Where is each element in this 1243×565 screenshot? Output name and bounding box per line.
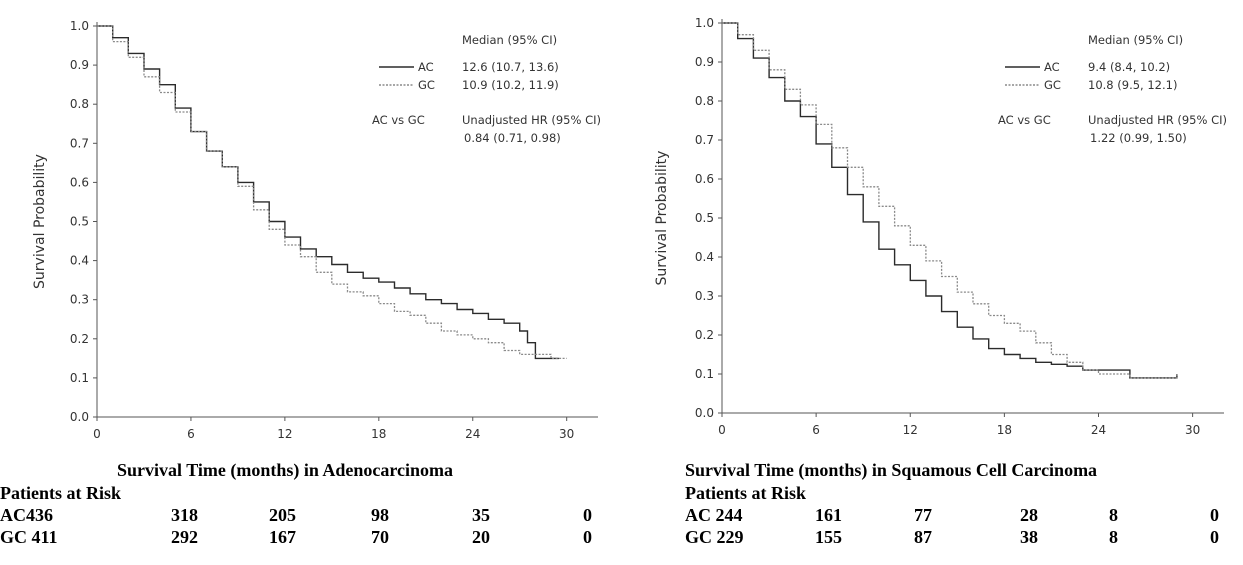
legend-label: GC <box>418 78 435 92</box>
legend-header: Median (95% CI) <box>462 33 557 47</box>
risk-row-gc: GC 411 292 167 70 20 0 <box>0 527 621 549</box>
risk-cell: 161 <box>815 505 842 525</box>
legend-hr-header: Unadjusted HR (95% CI) <box>1088 113 1227 127</box>
y-tick-label: 0.0 <box>695 406 714 420</box>
adenocarcinoma-km-chart: 0.0 0.1 0.2 0.3 0.4 0.5 0.6 0.7 0.8 0.9 1.0 0 6 12 18 2… <box>32 19 601 441</box>
legend-median-value: 12.6 (10.7, 13.6) <box>462 60 559 74</box>
squamous-panel: 0.0 0.1 0.2 0.3 0.4 0.5 0.6 0.7 0.8 0.9 1.0 0 6 12 18 2… <box>622 0 1243 565</box>
x-tick-label: 30 <box>1185 423 1200 437</box>
legend-label: AC <box>1044 60 1060 74</box>
risk-row-gc: GC 229 155 87 38 8 0 <box>622 527 1243 549</box>
legend-median-value: 10.8 (9.5, 12.1) <box>1088 78 1177 92</box>
y-tick-label: 0.5 <box>70 215 89 229</box>
x-tick-label: 0 <box>93 427 101 441</box>
legend-comparison-label: AC vs GC <box>372 113 425 127</box>
y-tick-label: 0.9 <box>70 58 89 72</box>
y-tick-label: 0.2 <box>695 328 714 342</box>
risk-cell: 87 <box>914 527 932 547</box>
legend-comparison-label: AC vs GC <box>998 113 1051 127</box>
squamous-x-axis-label: Survival Time (months) in Squamous Cell … <box>685 460 1098 480</box>
risk-cell: 0 <box>583 527 592 547</box>
risk-cell: 292 <box>171 527 198 547</box>
x-tick-label: 30 <box>559 427 574 441</box>
risk-cell: 205 <box>269 505 296 525</box>
legend-hr-value: 1.22 (0.99, 1.50) <box>1090 131 1187 145</box>
y-tick-label: 0.5 <box>695 211 714 225</box>
legend-label: GC <box>1044 78 1061 92</box>
x-tick-label: 12 <box>903 423 918 437</box>
x-tick-label: 18 <box>997 423 1012 437</box>
risk-table-title: Patients at Risk <box>0 483 121 503</box>
y-axis-label: Survival Probability <box>32 154 48 289</box>
y-tick-label: 0.9 <box>695 55 714 69</box>
km-curve-gc <box>97 25 567 360</box>
risk-cell: 38 <box>1020 527 1038 547</box>
x-tick-label: 6 <box>812 423 820 437</box>
y-tick-label: 1.0 <box>695 16 714 30</box>
legend-median-value: 10.9 (10.2, 11.9) <box>462 78 559 92</box>
risk-cell: 318 <box>171 505 198 525</box>
risk-row-label: AC436 <box>0 505 53 525</box>
y-tick-label: 0.7 <box>695 133 714 147</box>
y-axis-label: Survival Probability <box>654 151 670 286</box>
risk-cell: 20 <box>472 527 490 547</box>
risk-cell: 35 <box>472 505 490 525</box>
adenocarcinoma-x-axis-label: Survival Time (months) in Adenocarcinoma <box>117 460 454 480</box>
risk-cell: 167 <box>269 527 296 547</box>
risk-cell: 0 <box>1210 505 1219 525</box>
risk-cell: 8 <box>1109 505 1118 525</box>
y-tick-label: 1.0 <box>70 19 89 33</box>
y-tick-label: 0.3 <box>695 289 714 303</box>
y-tick-label: 0.4 <box>695 250 714 264</box>
legend-median-value: 9.4 (8.4, 10.2) <box>1088 60 1170 74</box>
risk-row-label: GC 229 <box>685 527 744 547</box>
km-curve-ac <box>722 22 1178 379</box>
x-tick-label: 6 <box>187 427 195 441</box>
y-tick-label: 0.8 <box>695 94 714 108</box>
risk-table-title: Patients at Risk <box>685 483 806 503</box>
x-tick-label: 18 <box>371 427 386 441</box>
risk-cell: 28 <box>1020 505 1038 525</box>
km-curve-gc <box>722 22 1178 379</box>
risk-cell: 77 <box>914 505 932 525</box>
x-tick-label: 12 <box>277 427 292 441</box>
y-tick-label: 0.6 <box>695 172 714 186</box>
risk-row-label: AC 244 <box>685 505 743 525</box>
y-tick-label: 0.7 <box>70 136 89 150</box>
risk-row-ac: AC436 318 205 98 35 0 <box>0 505 621 527</box>
legend-hr-value: 0.84 (0.71, 0.98) <box>464 131 561 145</box>
risk-cell: 70 <box>371 527 389 547</box>
y-tick-label: 0.8 <box>70 97 89 111</box>
adenocarcinoma-panel: 0.0 0.1 0.2 0.3 0.4 0.5 0.6 0.7 0.8 0.9 1.0 0 6 12 18 2… <box>0 0 621 565</box>
y-tick-label: 0.6 <box>70 175 89 189</box>
km-curve-ac <box>97 25 559 360</box>
risk-cell: 0 <box>583 505 592 525</box>
risk-cell: 155 <box>815 527 842 547</box>
x-tick-label: 0 <box>718 423 726 437</box>
risk-row-label: GC 411 <box>0 527 58 547</box>
y-tick-label: 0.3 <box>70 293 89 307</box>
y-tick-label: 0.1 <box>695 367 714 381</box>
x-tick-label: 24 <box>465 427 480 441</box>
squamous-km-chart: 0.0 0.1 0.2 0.3 0.4 0.5 0.6 0.7 0.8 0.9 1.0 0 6 12 18 2… <box>654 16 1227 437</box>
y-tick-label: 0.2 <box>70 332 89 346</box>
y-tick-label: 0.0 <box>70 410 89 424</box>
risk-row-ac: AC 244 161 77 28 8 0 <box>622 505 1243 527</box>
risk-cell: 98 <box>371 505 389 525</box>
y-tick-label: 0.1 <box>70 371 89 385</box>
risk-cell: 0 <box>1210 527 1219 547</box>
risk-cell: 8 <box>1109 527 1118 547</box>
x-tick-label: 24 <box>1091 423 1106 437</box>
y-tick-label: 0.4 <box>70 254 89 268</box>
legend-header: Median (95% CI) <box>1088 33 1183 47</box>
legend-hr-header: Unadjusted HR (95% CI) <box>462 113 601 127</box>
legend-label: AC <box>418 60 434 74</box>
